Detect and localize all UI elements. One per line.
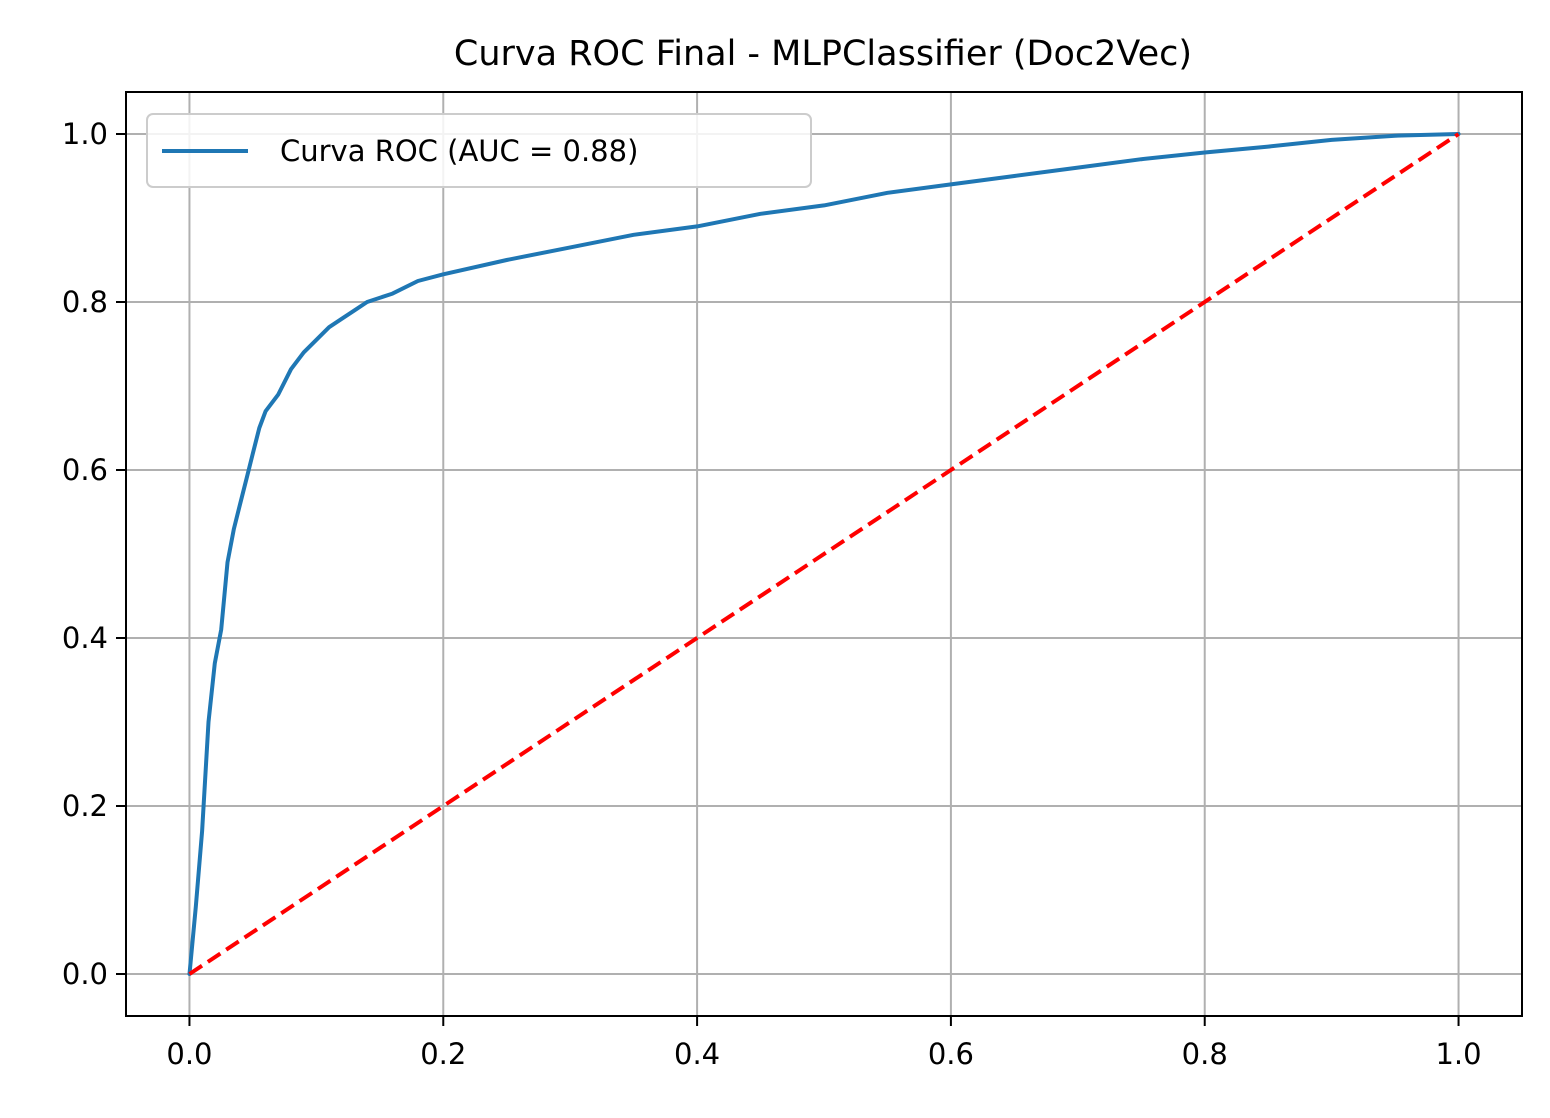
series-group bbox=[187, 132, 1461, 976]
x-tick-label: 0.0 bbox=[166, 1037, 212, 1071]
x-axis: 0.0 0.2 0.4 0.6 0.8 1.0 bbox=[166, 1016, 1482, 1071]
roc-curve-line bbox=[187, 132, 1461, 976]
x-tick-label: 0.8 bbox=[1182, 1037, 1228, 1071]
x-tick-label: 0.6 bbox=[928, 1037, 974, 1071]
x-tick-label: 1.0 bbox=[1435, 1037, 1481, 1071]
plot-frame bbox=[125, 91, 1523, 1017]
y-axis: 0.0 0.2 0.4 0.6 0.8 1.0 bbox=[62, 117, 126, 991]
legend-box bbox=[146, 113, 812, 188]
y-tick-label: 0.0 bbox=[62, 957, 108, 991]
chart-title: Curva ROC Final - MLPClassifier (Doc2Vec… bbox=[454, 34, 1192, 74]
y-tick-label: 0.6 bbox=[62, 453, 108, 487]
legend: Curva ROC (AUC = 0.88) bbox=[146, 113, 812, 188]
y-tick-label: 0.4 bbox=[62, 621, 108, 655]
y-tick-label: 0.2 bbox=[62, 789, 108, 823]
y-tick-label: 0.8 bbox=[62, 285, 108, 319]
x-tick-label: 0.2 bbox=[420, 1037, 466, 1071]
x-tick-label: 0.4 bbox=[674, 1037, 720, 1071]
legend-entry-label: Curva ROC (AUC = 0.88) bbox=[280, 134, 638, 168]
y-tick-label: 1.0 bbox=[62, 117, 108, 151]
chance-diagonal-line bbox=[188, 132, 1460, 976]
